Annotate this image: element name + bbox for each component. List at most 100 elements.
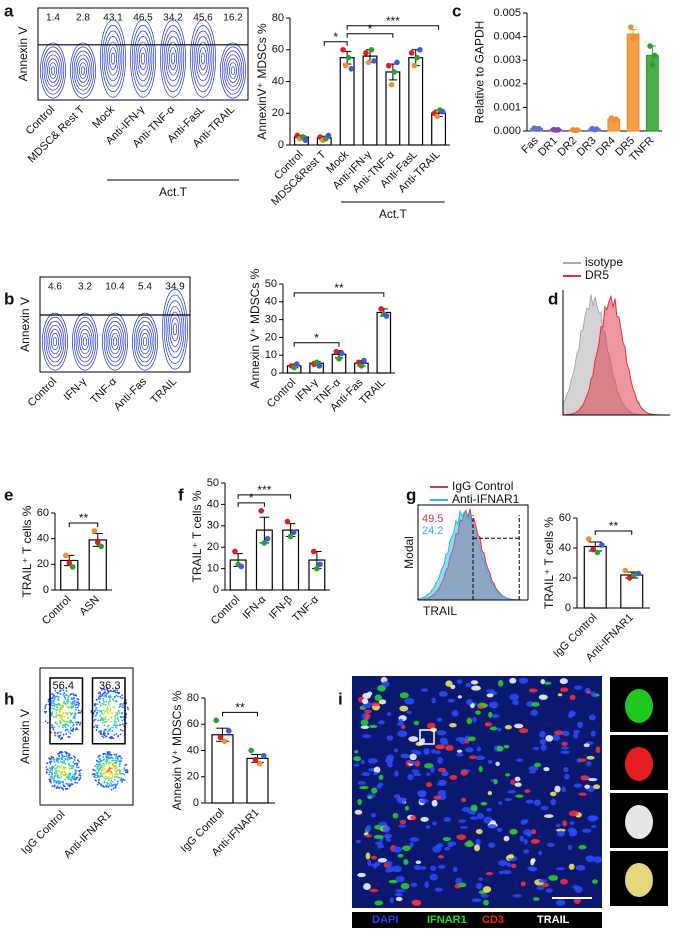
y-tick-label: 0.005	[493, 7, 521, 19]
cell	[480, 801, 488, 806]
event-dot	[108, 728, 111, 731]
cell	[370, 813, 377, 818]
cell	[475, 710, 481, 715]
event-dot	[102, 776, 105, 779]
cell	[519, 835, 524, 842]
cell	[575, 864, 586, 871]
cell	[458, 819, 467, 823]
event-dot	[95, 708, 98, 710]
cell	[578, 844, 587, 850]
cell	[487, 790, 492, 796]
cell	[489, 726, 498, 731]
event-dot	[63, 692, 65, 694]
event-dot	[74, 700, 76, 703]
event-dot	[101, 702, 104, 705]
cell	[532, 746, 540, 751]
data-point	[388, 81, 395, 88]
significance-bracket	[237, 494, 292, 499]
event-dot	[73, 697, 75, 699]
cell	[399, 705, 409, 712]
event-dot	[113, 779, 116, 781]
panel-letter: b	[4, 289, 14, 308]
event-dot	[94, 776, 97, 779]
data-point	[358, 363, 365, 369]
event-dot	[79, 777, 82, 779]
event-dot	[46, 721, 49, 724]
cell	[541, 882, 550, 888]
cell	[386, 861, 393, 866]
event-dot	[49, 776, 52, 779]
cell	[584, 784, 590, 789]
cell	[360, 759, 365, 765]
event-dot	[61, 718, 64, 721]
event-dot	[71, 730, 74, 733]
event-dot	[58, 776, 61, 779]
event-dot	[97, 709, 99, 712]
event-dot	[112, 787, 115, 790]
x-tick-label: Control	[265, 377, 299, 411]
event-dot	[96, 783, 99, 786]
contour-ring	[41, 46, 65, 95]
data-point	[338, 350, 345, 357]
data-point	[325, 132, 332, 139]
cell	[373, 834, 384, 839]
event-dot	[102, 698, 105, 700]
contour-ring	[200, 52, 206, 65]
contour-ring	[163, 30, 183, 87]
event-dot	[109, 751, 111, 754]
event-dot	[102, 736, 105, 739]
x-tick-label: TRAIL	[357, 377, 388, 408]
event-dot	[74, 768, 76, 771]
cell	[531, 702, 540, 707]
event-dot	[51, 712, 53, 715]
event-dot	[102, 773, 105, 776]
event-dot	[105, 769, 108, 772]
cell	[455, 877, 463, 885]
data-point	[363, 50, 369, 56]
event-dot	[104, 710, 107, 713]
event-dot	[118, 763, 121, 766]
event-dot	[60, 713, 63, 716]
cell	[460, 769, 469, 776]
cell	[385, 838, 392, 842]
event-dot	[103, 734, 106, 737]
event-dot	[68, 767, 71, 770]
event-dot	[107, 775, 110, 778]
event-dot	[74, 713, 77, 716]
event-dot	[67, 762, 70, 765]
y-tick-label: 0.003	[493, 54, 521, 66]
event-dot	[50, 707, 53, 710]
event-dot	[116, 782, 119, 785]
event-dot	[115, 761, 117, 764]
event-dot	[121, 697, 124, 700]
legend-label: isotype	[585, 255, 623, 269]
cell	[438, 690, 448, 697]
cell	[364, 709, 372, 714]
event-dot	[109, 770, 112, 773]
cell	[431, 697, 436, 704]
significance-label: *	[368, 22, 373, 36]
event-dot	[51, 697, 53, 700]
cell	[369, 888, 379, 893]
event-dot	[57, 769, 60, 772]
significance-label: **	[334, 281, 344, 295]
event-dot	[58, 780, 61, 783]
event-dot	[62, 788, 65, 791]
cell	[530, 709, 539, 716]
data-point	[213, 717, 219, 724]
y-tick-label: 20	[559, 572, 571, 584]
event-dot	[53, 726, 56, 728]
significance-bracket	[323, 41, 348, 46]
contour-ring	[79, 62, 87, 79]
event-dot	[106, 725, 109, 728]
event-dot	[98, 778, 101, 781]
event-dot	[78, 769, 81, 772]
cell	[520, 881, 526, 887]
event-dot	[101, 775, 103, 778]
event-dot	[60, 693, 62, 695]
event-dot	[51, 767, 54, 770]
event-dot	[59, 707, 62, 709]
event-dot	[103, 724, 106, 727]
x-tick-label: Control	[40, 594, 74, 628]
y-tick-label: 50	[265, 278, 277, 290]
